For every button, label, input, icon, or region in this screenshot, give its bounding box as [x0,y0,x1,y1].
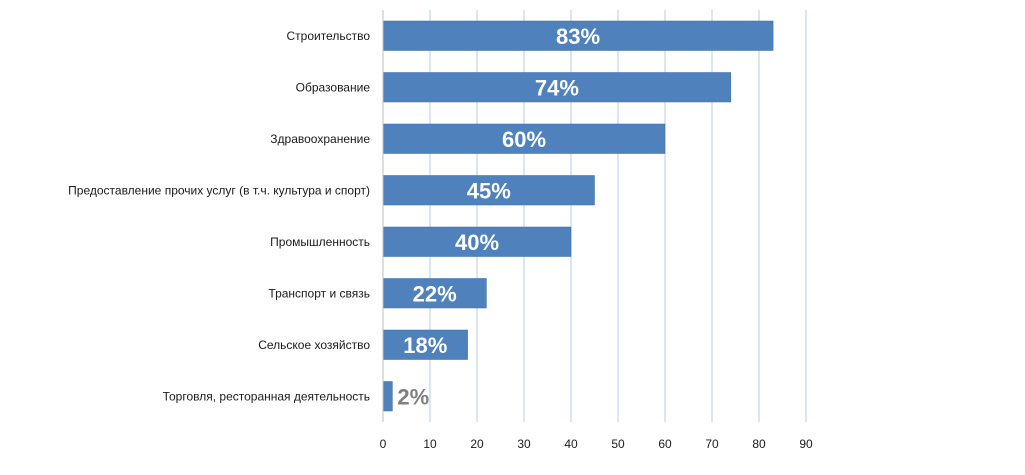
data-label: 74% [535,75,579,100]
data-label: 40% [455,230,499,255]
category-label: Торговля, ресторанная деятельность [163,389,370,403]
category-label: Здравоохранение [270,132,370,146]
x-tick-label: 50 [611,437,625,451]
data-label: 83% [556,24,600,49]
category-label: Строительство [286,29,370,43]
gridlines [429,10,807,422]
x-tick-label: 10 [423,437,437,451]
x-tick-label: 60 [658,437,672,451]
data-label: 22% [413,281,457,306]
data-labels: 83% 74% 60% 45% 40% 22% 18% 2% [397,24,600,410]
bars [382,20,774,412]
bar [382,175,595,206]
bar [382,226,572,257]
category-label: Сельское хозяйство [258,338,370,352]
x-tick-label: 0 [380,437,387,451]
data-label: 18% [403,333,447,358]
category-label: Предоставление прочих услуг (в т.ч. куль… [68,183,370,197]
x-tick-label: 70 [705,437,719,451]
x-tick-label: 20 [470,437,484,451]
bar [382,329,468,360]
data-label: 45% [467,178,511,203]
category-label: Промышленность [270,235,370,249]
bar [382,20,774,51]
bar [382,278,487,309]
x-tick-label: 90 [799,437,813,451]
category-label: Транспорт и связь [268,286,370,300]
x-tick-label: 80 [752,437,766,451]
category-label: Образование [296,80,371,94]
bar [382,123,666,154]
category-labels: Строительство Образование Здравоохранение П… [68,29,370,404]
x-tick-label: 40 [564,437,578,451]
bar [382,72,732,103]
data-label: 60% [502,127,546,152]
bar [382,381,393,412]
x-tick-labels: 0 10 20 30 40 50 60 70 80 90 [380,437,813,451]
x-tick-label: 30 [517,437,531,451]
data-label: 2% [397,384,429,409]
